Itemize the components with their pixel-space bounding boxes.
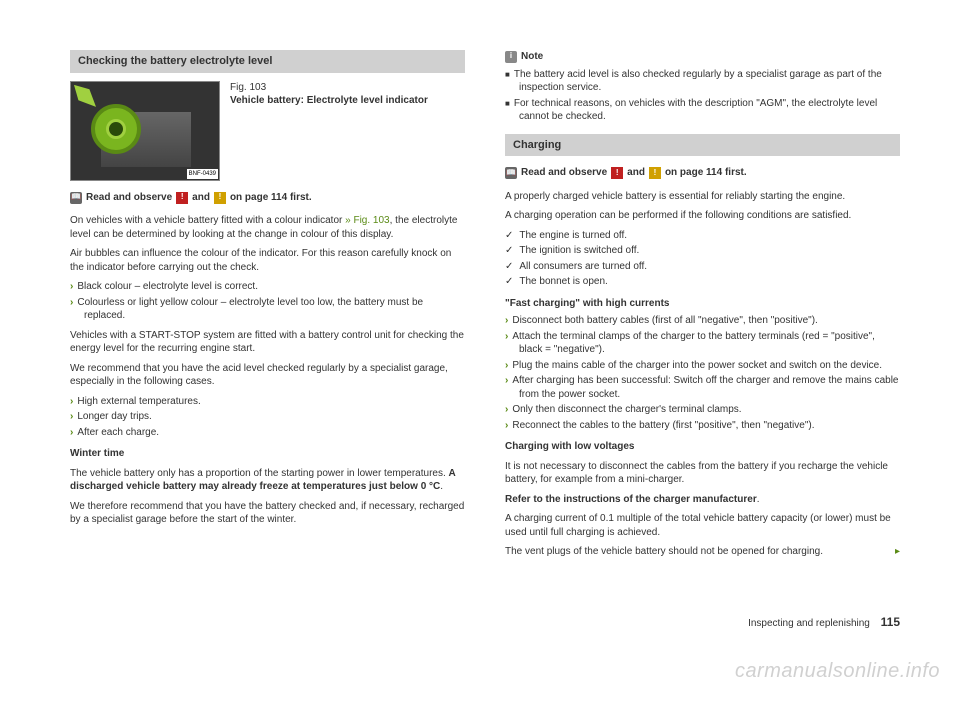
low-voltage-p: It is not necessary to disconnect the ca…	[505, 460, 900, 487]
left-p2: Air bubbles can influence the colour of …	[70, 247, 465, 274]
refer-paragraph: Refer to the instructions of the charger…	[505, 493, 900, 507]
footer-section: Inspecting and replenishing	[748, 618, 870, 629]
page-number: 115	[881, 615, 900, 629]
figure-image: BNF-0439	[70, 81, 220, 181]
right-p3: A charging current of 0.1 multiple of th…	[505, 512, 900, 539]
read-observe-prefix: Read and observe	[86, 191, 172, 205]
warning-icon: !	[176, 192, 188, 204]
list-item: The ignition is switched off.	[505, 244, 900, 258]
low-voltage-heading: Charging with low voltages	[505, 440, 900, 454]
list-item: Disconnect both battery cables (first of…	[505, 314, 900, 328]
right-p1: A properly charged vehicle battery is es…	[505, 190, 900, 204]
left-bullets-1: Black colour – electrolyte level is corr…	[70, 280, 465, 323]
figure-number: Fig. 103	[230, 81, 428, 95]
page-footer: Inspecting and replenishing 115	[748, 615, 900, 629]
winter-paragraph: The vehicle battery only has a proportio…	[70, 467, 465, 494]
list-item: Plug the mains cable of the charger into…	[505, 359, 900, 373]
read-observe-left: 📖 Read and observe ! and ! on page 114 f…	[70, 191, 465, 205]
check-list: The engine is turned off. The ignition i…	[505, 229, 900, 289]
read-observe-right: 📖 Read and observe ! and ! on page 114 f…	[505, 166, 900, 180]
winter-heading: Winter time	[70, 447, 465, 461]
left-p1: On vehicles with a vehicle battery fitte…	[70, 214, 465, 241]
book-icon: 📖	[70, 192, 82, 204]
section-header-left: Checking the battery electrolyte level	[70, 50, 465, 73]
note-list: The battery acid level is also checked r…	[505, 68, 900, 124]
list-item: For technical reasons, on vehicles with …	[505, 97, 900, 124]
fast-charging-heading: "Fast charging" with high currents	[505, 297, 900, 311]
right-p4: The vent plugs of the vehicle battery sh…	[505, 545, 900, 559]
read-observe-suffix: on page 114 first.	[230, 191, 312, 205]
list-item: Colourless or light yellow colour – elec…	[70, 296, 465, 323]
list-item: The bonnet is open.	[505, 275, 900, 289]
list-item: Longer day trips.	[70, 410, 465, 424]
watermark: carmanualsonline.info	[735, 660, 940, 683]
warning-icon: !	[611, 167, 623, 179]
read-observe-and: and	[627, 166, 645, 180]
list-item: Only then disconnect the charger's termi…	[505, 403, 900, 417]
figure-caption: Fig. 103 Vehicle battery: Electrolyte le…	[230, 81, 428, 181]
left-p3: Vehicles with a START-STOP system are fi…	[70, 329, 465, 356]
info-icon: !	[649, 167, 661, 179]
list-item: High external temperatures.	[70, 395, 465, 409]
figure-corner-label: BNF-0439	[187, 169, 218, 179]
read-observe-suffix: on page 114 first.	[665, 166, 747, 180]
list-item: After each charge.	[70, 426, 465, 440]
figure-caption-text: Vehicle battery: Electrolyte level indic…	[230, 95, 428, 106]
list-item: The battery acid level is also checked r…	[505, 68, 900, 95]
continuation-arrow-icon: ▸	[895, 545, 900, 559]
note-label: Note	[521, 50, 543, 64]
fig-link: » Fig. 103	[345, 215, 389, 226]
note-icon: i	[505, 51, 517, 63]
list-item: Black colour – electrolyte level is corr…	[70, 280, 465, 294]
figure-row: BNF-0439 Fig. 103 Vehicle battery: Elect…	[70, 81, 465, 181]
list-item: The engine is turned off.	[505, 229, 900, 243]
list-item: After charging has been successful: Swit…	[505, 374, 900, 401]
left-bullets-2: High external temperatures. Longer day t…	[70, 395, 465, 440]
book-icon: 📖	[505, 167, 517, 179]
page: Checking the battery electrolyte level B…	[0, 0, 960, 595]
right-column: i Note The battery acid level is also ch…	[505, 50, 900, 565]
list-item: All consumers are turned off.	[505, 260, 900, 274]
read-observe-prefix: Read and observe	[521, 166, 607, 180]
list-item: Attach the terminal clamps of the charge…	[505, 330, 900, 357]
note-heading: i Note	[505, 50, 900, 64]
info-icon: !	[214, 192, 226, 204]
fast-steps: Disconnect both battery cables (first of…	[505, 314, 900, 432]
read-observe-and: and	[192, 191, 210, 205]
right-p2: A charging operation can be performed if…	[505, 209, 900, 223]
left-column: Checking the battery electrolyte level B…	[70, 50, 465, 565]
section-header-right: Charging	[505, 134, 900, 157]
left-p5: We therefore recommend that you have the…	[70, 500, 465, 527]
list-item: Reconnect the cables to the battery (fir…	[505, 419, 900, 433]
left-p4: We recommend that you have the acid leve…	[70, 362, 465, 389]
